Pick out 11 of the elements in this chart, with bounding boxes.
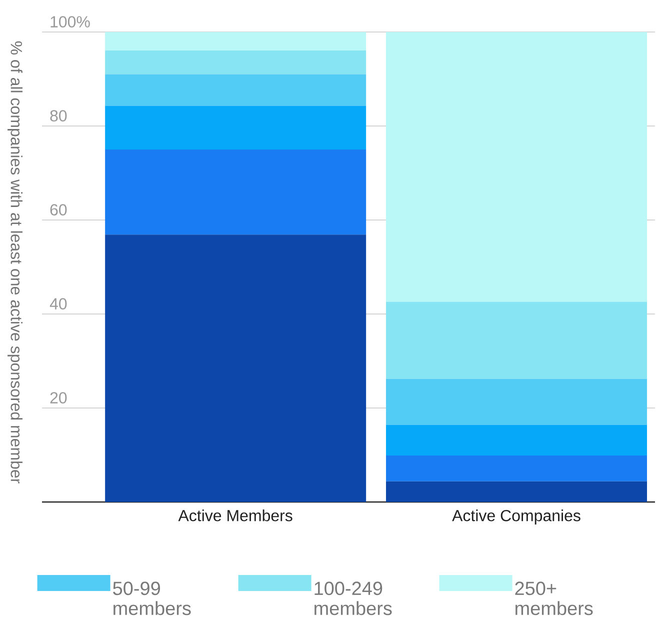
y-tick-label: 80	[50, 110, 67, 122]
legend-label: 50-99 members	[113, 582, 191, 616]
y-tick-label: 20	[50, 392, 67, 404]
x-tick-label: Active Companies	[452, 510, 580, 524]
y-tick-label: 100%	[50, 16, 90, 28]
y-tick-label: 60	[50, 204, 67, 216]
y-axis-title: % of all companies with at least one active sponsored member	[8, 41, 22, 484]
legend-label: 100-249 members	[314, 582, 392, 616]
y-tick-label: 40	[50, 298, 67, 310]
legend-label: 250+ members	[515, 582, 593, 616]
x-tick-label: Active Members	[178, 510, 292, 522]
